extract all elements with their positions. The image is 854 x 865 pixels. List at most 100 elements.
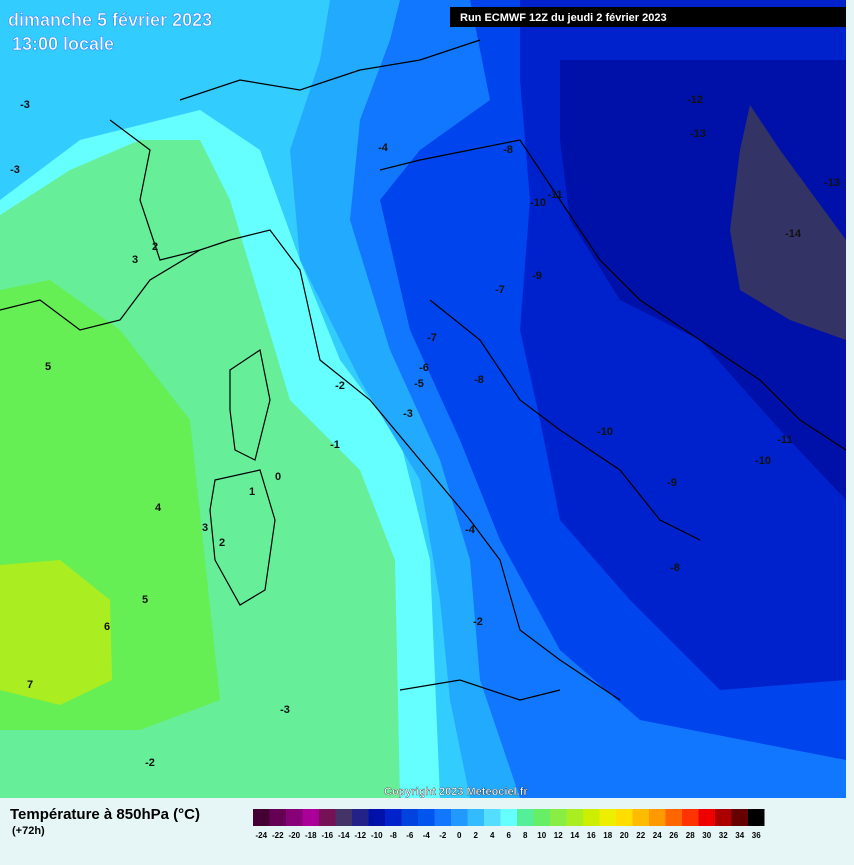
run-banner [450, 7, 846, 27]
legend-tick-label: 2 [474, 831, 479, 840]
legend-swatch [533, 809, 550, 826]
legend-swatch [517, 809, 534, 826]
contour-label: -12 [687, 94, 703, 106]
contour-label: -1 [330, 439, 340, 451]
legend-tick-label: -4 [423, 831, 431, 840]
contour-label: 3 [132, 254, 138, 266]
legend-swatch [698, 809, 715, 826]
contour-label: -6 [419, 362, 429, 374]
legend-swatch [731, 809, 748, 826]
contour-label: -9 [667, 477, 677, 489]
contour-label: -5 [414, 378, 424, 390]
legend-swatch [434, 809, 451, 826]
copyright: Copyright 2023 Meteociel.fr [384, 786, 528, 798]
contour-label: 2 [219, 537, 225, 549]
borders [0, 39, 847, 701]
legend-swatch [451, 809, 468, 826]
contour-label: 3 [202, 522, 208, 534]
color-legend: -24 -22 -20 -18 -16 -14 -12 -10 -8 -6 -4 -2 0 2 4 6 8 10 1… [253, 809, 765, 840]
lead-time: (+72h) [12, 825, 45, 837]
legend-swatch [385, 809, 402, 826]
legend-swatch [302, 809, 319, 826]
legend-swatch [418, 809, 435, 826]
contour-label: 5 [45, 361, 51, 373]
legend-tick-label: 12 [554, 831, 563, 840]
legend-swatch [748, 809, 765, 826]
legend-swatch [352, 809, 369, 826]
legend-tick-label: 22 [636, 831, 645, 840]
contour-label: -4 [378, 142, 389, 154]
legend-title: Température à 850hPa (°C) [10, 806, 200, 823]
legend-swatch [550, 809, 567, 826]
legend-swatch [583, 809, 600, 826]
contour-label: -3 [403, 408, 413, 420]
legend-tick-label: -12 [354, 831, 366, 840]
contour-label: -14 [785, 228, 802, 240]
contour-label: -2 [335, 380, 345, 392]
legend-tick-label: 32 [719, 831, 728, 840]
legend-swatch [632, 809, 649, 826]
contour-label: -3 [20, 99, 30, 111]
legend-swatch [286, 809, 303, 826]
legend-swatch [484, 809, 501, 826]
legend-tick-label: 10 [537, 831, 546, 840]
legend-tick-label: 0 [457, 831, 462, 840]
contour-label: 2 [152, 241, 158, 253]
legend-tick-label: -10 [371, 831, 383, 840]
legend-tick-label: 4 [490, 831, 495, 840]
contour-label: 1 [249, 486, 255, 498]
legend-tick-label: 16 [587, 831, 596, 840]
contour-label: -11 [777, 434, 792, 446]
contour-label: -13 [824, 177, 840, 189]
contour-label: 5 [142, 594, 148, 606]
contour-label: 7 [27, 679, 33, 691]
legend-tick-label: -2 [439, 831, 447, 840]
contour-label: -7 [495, 284, 505, 296]
legend-swatch [682, 809, 699, 826]
legend-swatch [665, 809, 682, 826]
forecast-time: 13:00 locale [12, 34, 114, 54]
temperature-field [0, 0, 846, 798]
legend-tick-label: 26 [669, 831, 678, 840]
legend-tick-label: 28 [686, 831, 695, 840]
legend-tick-label: -16 [321, 831, 333, 840]
legend-swatch [715, 809, 732, 826]
legend-tick-label: -14 [338, 831, 350, 840]
legend-tick-label: 18 [603, 831, 612, 840]
contour-label: -13 [690, 128, 706, 140]
legend-tick-label: 34 [735, 831, 744, 840]
contour-label: -10 [597, 426, 613, 438]
legend-tick-label: -20 [288, 831, 300, 840]
legend-swatch [467, 809, 484, 826]
legend-tick-label: 30 [702, 831, 711, 840]
legend-swatch [599, 809, 616, 826]
legend-tick-label: 8 [523, 831, 528, 840]
contour-label: -8 [474, 374, 484, 386]
legend-swatch [368, 809, 385, 826]
contour-label: 4 [155, 502, 162, 514]
contour-label: -8 [503, 144, 513, 156]
legend-swatch [319, 809, 336, 826]
contour-label: -9 [532, 270, 542, 282]
legend-swatch [335, 809, 352, 826]
legend-swatch [649, 809, 666, 826]
contour-label: -2 [145, 757, 155, 769]
contour-label: 6 [104, 621, 110, 633]
legend-swatch [401, 809, 418, 826]
legend-swatch [616, 809, 633, 826]
contour-label: -7 [427, 332, 437, 344]
contour-label: -2 [473, 616, 483, 628]
legend-tick-label: 20 [620, 831, 629, 840]
contour-label: -8 [670, 562, 680, 574]
legend-tick-label: 36 [752, 831, 761, 840]
contour-label: -10 [530, 197, 546, 209]
legend-tick-label: -22 [272, 831, 284, 840]
legend-swatch [566, 809, 583, 826]
legend-swatch [500, 809, 517, 826]
contour-label: -4 [465, 524, 476, 536]
legend-tick-label: -6 [406, 831, 414, 840]
legend-tick-label: 24 [653, 831, 662, 840]
legend-swatch [269, 809, 286, 826]
